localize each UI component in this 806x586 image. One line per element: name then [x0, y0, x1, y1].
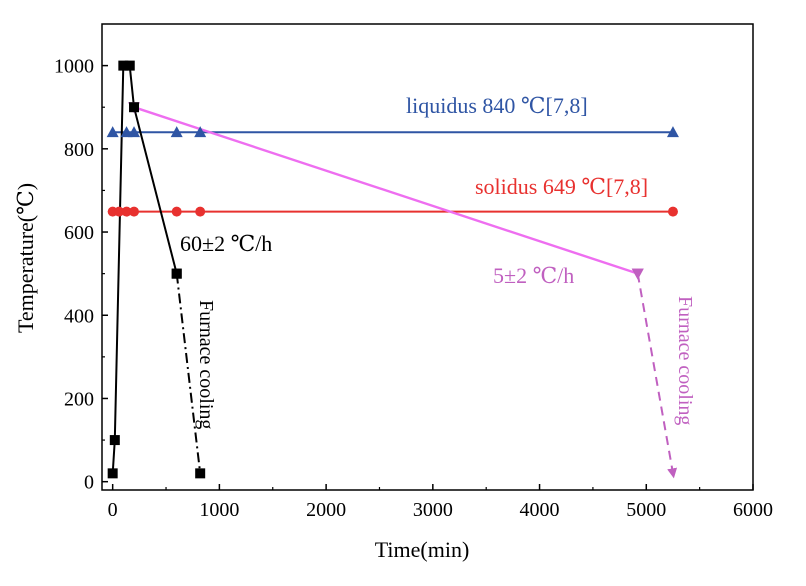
slow-furnace-cooling-point [631, 268, 644, 280]
x-tick-label: 0 [108, 499, 118, 521]
x-tick-label: 3000 [413, 499, 453, 521]
solidus-point [667, 206, 678, 217]
liquidus-point [666, 126, 679, 138]
fast-cooling-point [118, 60, 129, 71]
x-tick-label: 1000 [199, 499, 239, 521]
x-tick-label: 6000 [733, 499, 773, 521]
fast-cooling-point [124, 60, 135, 71]
fast-rate-annotation: 60±2 ℃/h [180, 231, 272, 256]
y-tick-label: 200 [64, 388, 94, 410]
liquidus-annotation: liquidus 840 ℃[7,8] [406, 93, 588, 118]
slow-furnace-cooling-annotation: Furnace cooling [674, 296, 696, 425]
slow-furnace-cooling-line [636, 273, 678, 479]
y-tick-label: 800 [64, 139, 94, 161]
solidus-point [121, 206, 132, 217]
solidus-point [129, 206, 140, 217]
liquidus-point [170, 126, 183, 138]
x-tick-label: 5000 [626, 499, 666, 521]
liquidus-point [128, 126, 141, 138]
fast-cooling-point [107, 468, 118, 479]
x-tick-label: 4000 [520, 499, 560, 521]
x-tick-label: 2000 [306, 499, 346, 521]
y-tick-label: 600 [64, 222, 94, 244]
x-tick-labels: 0 1000 2000 3000 4000 5000 6000 [108, 499, 773, 521]
liquidus-point [106, 126, 119, 138]
y-tick-label: 400 [64, 305, 94, 327]
fast-cooling-line [111, 64, 178, 474]
fast-cooling-point [129, 102, 140, 113]
y-tick-labels: 0 200 400 600 800 1000 [54, 56, 94, 494]
slow-rate-annotation: 5±2 ℃/h [493, 263, 574, 288]
solidus-point [195, 206, 206, 217]
plot-frame [101, 23, 754, 491]
slow-cooling-line [133, 106, 639, 275]
fast-cooling-point [109, 435, 120, 446]
data-series [106, 60, 679, 479]
y-tick-label: 1000 [54, 56, 94, 78]
solidus-point [114, 206, 125, 217]
y-tick-label: 0 [84, 472, 94, 494]
fast-furnace-cooling-point [195, 468, 206, 479]
solidus-point [171, 206, 182, 217]
fast-furnace-cooling-annotation: Furnace cooling [195, 300, 217, 429]
liquidus-point [194, 126, 207, 138]
fast-furnace-cooling-point [171, 268, 182, 279]
fast-furnace-cooling-line [175, 273, 202, 474]
solidus-annotation: solidus 649 ℃[7,8] [475, 174, 648, 199]
y-axis-title: Temperature(℃) [13, 183, 38, 333]
x-axis-title: Time(min) [375, 537, 470, 562]
axis-ticks [102, 64, 754, 490]
